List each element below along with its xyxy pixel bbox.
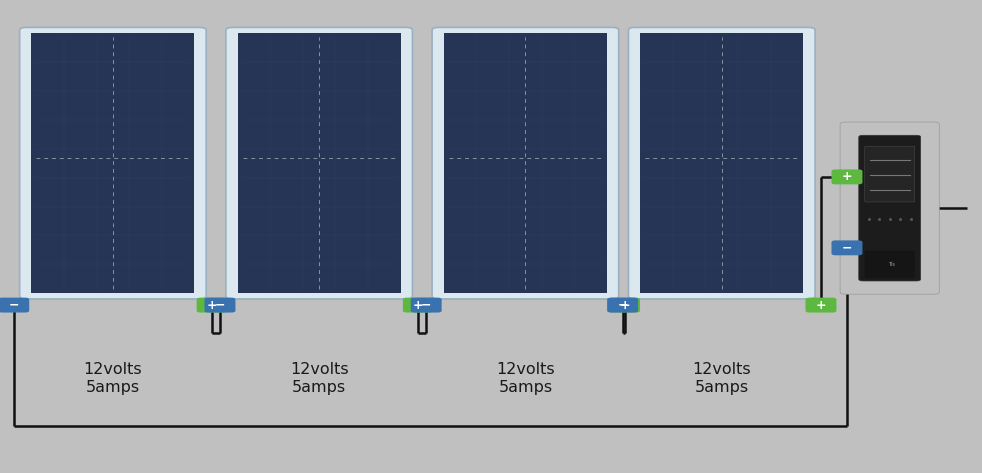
FancyBboxPatch shape xyxy=(196,298,228,313)
Bar xyxy=(238,33,401,293)
Text: +: + xyxy=(842,170,852,184)
FancyBboxPatch shape xyxy=(432,27,619,299)
FancyBboxPatch shape xyxy=(0,298,29,313)
FancyBboxPatch shape xyxy=(805,298,837,313)
FancyBboxPatch shape xyxy=(858,135,920,281)
Text: +: + xyxy=(816,298,826,312)
Text: 12volts
5amps: 12volts 5amps xyxy=(83,361,142,395)
FancyBboxPatch shape xyxy=(20,27,206,299)
Text: +: + xyxy=(620,298,629,312)
Bar xyxy=(640,33,803,293)
Text: 12volts
5amps: 12volts 5amps xyxy=(692,361,751,395)
Text: 12volts
5amps: 12volts 5amps xyxy=(496,361,555,395)
Text: −: − xyxy=(618,298,627,312)
FancyBboxPatch shape xyxy=(410,298,442,313)
FancyBboxPatch shape xyxy=(832,169,862,184)
FancyBboxPatch shape xyxy=(832,240,862,255)
FancyBboxPatch shape xyxy=(864,146,915,202)
Text: 12volts
5amps: 12volts 5amps xyxy=(290,361,349,395)
Text: −: − xyxy=(842,241,852,254)
Bar xyxy=(31,33,194,293)
FancyBboxPatch shape xyxy=(226,27,412,299)
FancyBboxPatch shape xyxy=(204,298,236,313)
Text: +: + xyxy=(413,298,423,312)
FancyBboxPatch shape xyxy=(607,298,638,313)
Text: +: + xyxy=(207,298,217,312)
FancyBboxPatch shape xyxy=(403,298,434,313)
FancyBboxPatch shape xyxy=(840,122,939,294)
Bar xyxy=(444,33,607,293)
Text: −: − xyxy=(9,298,19,312)
Text: −: − xyxy=(215,298,225,312)
FancyBboxPatch shape xyxy=(628,27,815,299)
FancyBboxPatch shape xyxy=(609,298,640,313)
FancyBboxPatch shape xyxy=(864,251,915,278)
Text: −: − xyxy=(421,298,431,312)
Text: Tís: Tís xyxy=(888,263,896,267)
